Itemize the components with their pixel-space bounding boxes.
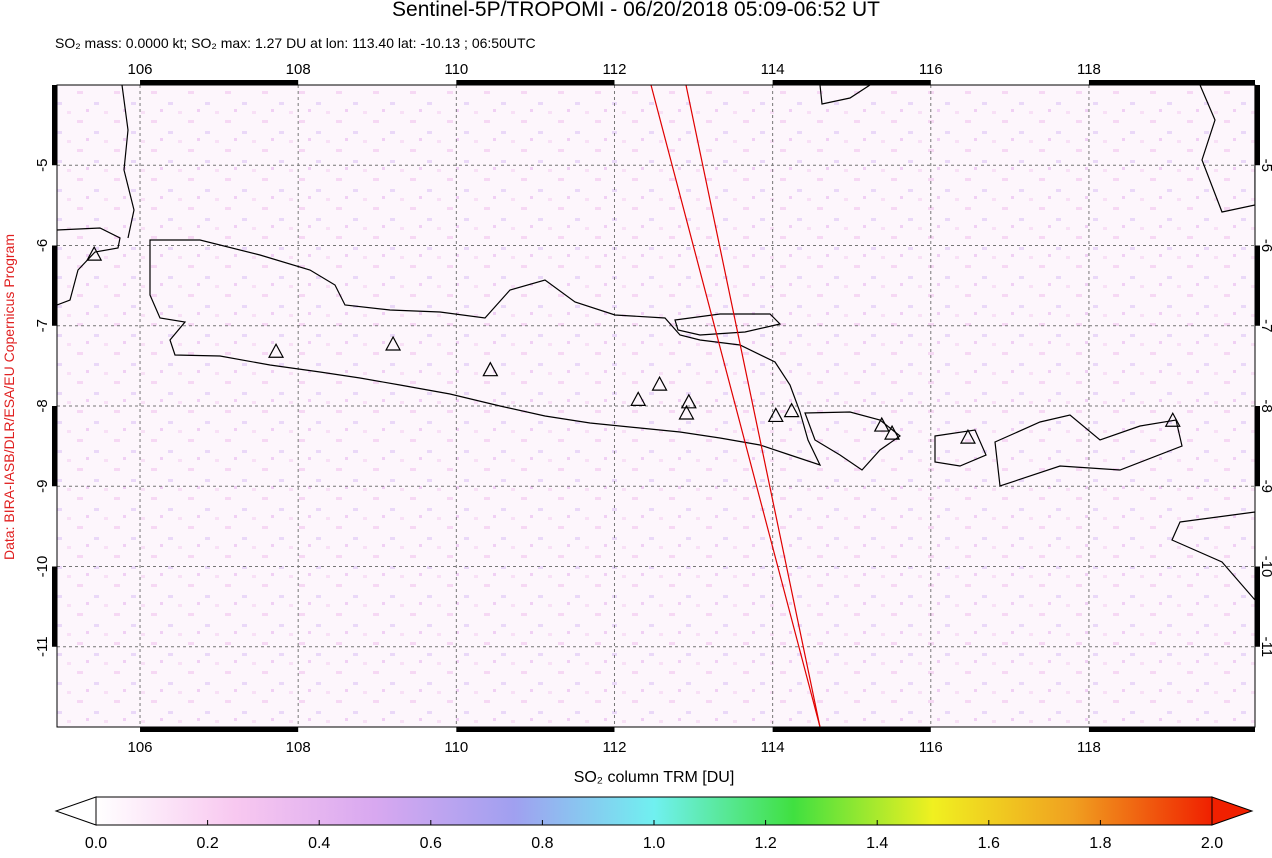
colorbar-tick-label: 1.4 — [866, 835, 888, 852]
colorbar-tick-label: 0.4 — [308, 835, 330, 852]
volcano — [651, 375, 668, 391]
volcano — [86, 245, 103, 261]
coast-madura — [674, 313, 782, 336]
colorbar-label: SO₂ column TRM [DU] — [574, 769, 735, 786]
map-speckle — [57, 85, 1255, 727]
map: 106 106 108 108 110 110 112 112 114 114 116 116 118 1… — [34, 61, 1272, 756]
frame-bar — [1088, 727, 1255, 732]
title: Sentinel-5P/TROPOMI - 06/20/2018 05:09-0… — [392, 0, 880, 21]
x-tick-label: 114 — [761, 61, 785, 78]
frame-bar — [772, 727, 931, 732]
y-tick-label: -8 — [34, 399, 51, 412]
frame-bar — [456, 80, 615, 85]
volcano — [783, 402, 800, 418]
y-tick-label: -6 — [1258, 239, 1272, 252]
frame-bar — [52, 406, 57, 487]
coast-south-east — [1171, 511, 1255, 601]
y-tick-label: -5 — [34, 159, 51, 172]
colorbar-tick-label: 1.8 — [1089, 835, 1111, 852]
colorbar-tick-label: 1.2 — [754, 835, 776, 852]
volcano — [767, 407, 784, 423]
y-tick-label: -10 — [34, 556, 51, 578]
colorbar-over — [1211, 796, 1254, 826]
volcano — [884, 424, 901, 440]
y-tick-label: -9 — [1258, 480, 1272, 493]
x-tick-label: 106 — [128, 739, 153, 756]
volcano — [959, 428, 976, 444]
colorbar: SO₂ column TRM [DU] 0.0 0.2 0.4 0.6 0.8 1.0 1.… — [54, 769, 1254, 852]
frame-bar — [140, 80, 299, 85]
x-tick-label: 110 — [444, 739, 468, 756]
y-tick-label: -6 — [34, 239, 51, 252]
x-tick-label: 106 — [128, 61, 153, 78]
x-tick-label: 116 — [919, 61, 943, 78]
x-tick-label: 110 — [444, 61, 468, 78]
frame-bar — [1255, 566, 1260, 647]
colorbar-tick-label: 0.2 — [196, 835, 218, 852]
swath-edge — [650, 85, 821, 727]
frame-bar — [52, 85, 57, 166]
volcano — [385, 335, 402, 351]
volcano — [1164, 411, 1181, 427]
volcano — [268, 342, 285, 358]
volcano — [678, 404, 695, 420]
coast-sumatra — [57, 227, 121, 306]
volcano — [482, 361, 499, 377]
x-tick-label: 118 — [1077, 61, 1101, 78]
colorbar-under — [54, 796, 97, 826]
frame-bar — [1255, 85, 1260, 166]
y-tick-label: -7 — [1258, 319, 1272, 332]
volcano — [680, 393, 697, 409]
x-tick-label: 118 — [1077, 739, 1101, 756]
colorbar-tick-label: 1.0 — [643, 835, 665, 852]
volcano — [873, 416, 890, 432]
colorbar-tick-label: 2.0 — [1201, 835, 1223, 852]
frame-bar — [772, 80, 931, 85]
coast-bali — [804, 411, 902, 471]
colorbar-tick-label: 1.6 — [978, 835, 1000, 852]
y-tick-label: -11 — [34, 636, 51, 657]
frame-bar — [456, 727, 615, 732]
frame-bar — [1255, 406, 1260, 487]
coast-sulawesi — [1199, 85, 1255, 213]
volcano — [630, 391, 647, 406]
x-tick-label: 116 — [919, 739, 943, 756]
y-tick-label: -11 — [1258, 636, 1272, 657]
swath-edge — [685, 85, 821, 727]
y-tick-label: -9 — [34, 480, 51, 493]
frame-bar — [52, 566, 57, 647]
x-tick-label: 112 — [603, 739, 627, 756]
x-tick-label: 112 — [603, 61, 627, 78]
x-tick-label: 108 — [286, 61, 311, 78]
x-tick-label: 114 — [761, 739, 785, 756]
frame-bar — [140, 727, 299, 732]
colorbar-tick-label: 0.0 — [85, 835, 107, 852]
y-tick-label: -10 — [1258, 556, 1272, 578]
colorbar-tick-label: 0.6 — [420, 835, 442, 852]
x-tick-label: 108 — [286, 739, 311, 756]
colorbar-tick-label: 0.8 — [531, 835, 553, 852]
frame-bar — [52, 245, 57, 326]
subtitle: SO₂ mass: 0.0000 kt; SO₂ max: 1.27 DU at… — [55, 35, 536, 51]
credit: Data: BIRA-IASB/DLR/ESA/EU Copernicus Pr… — [1, 234, 17, 560]
coast-borneo — [819, 85, 872, 105]
coast-java — [149, 239, 822, 467]
coast-sumatra-east — [121, 85, 135, 239]
y-tick-label: -8 — [1258, 399, 1272, 412]
y-tick-label: -7 — [34, 319, 51, 332]
y-tick-label: -5 — [1258, 159, 1272, 172]
frame-bar — [1088, 80, 1255, 85]
frame-bar — [1255, 245, 1260, 326]
